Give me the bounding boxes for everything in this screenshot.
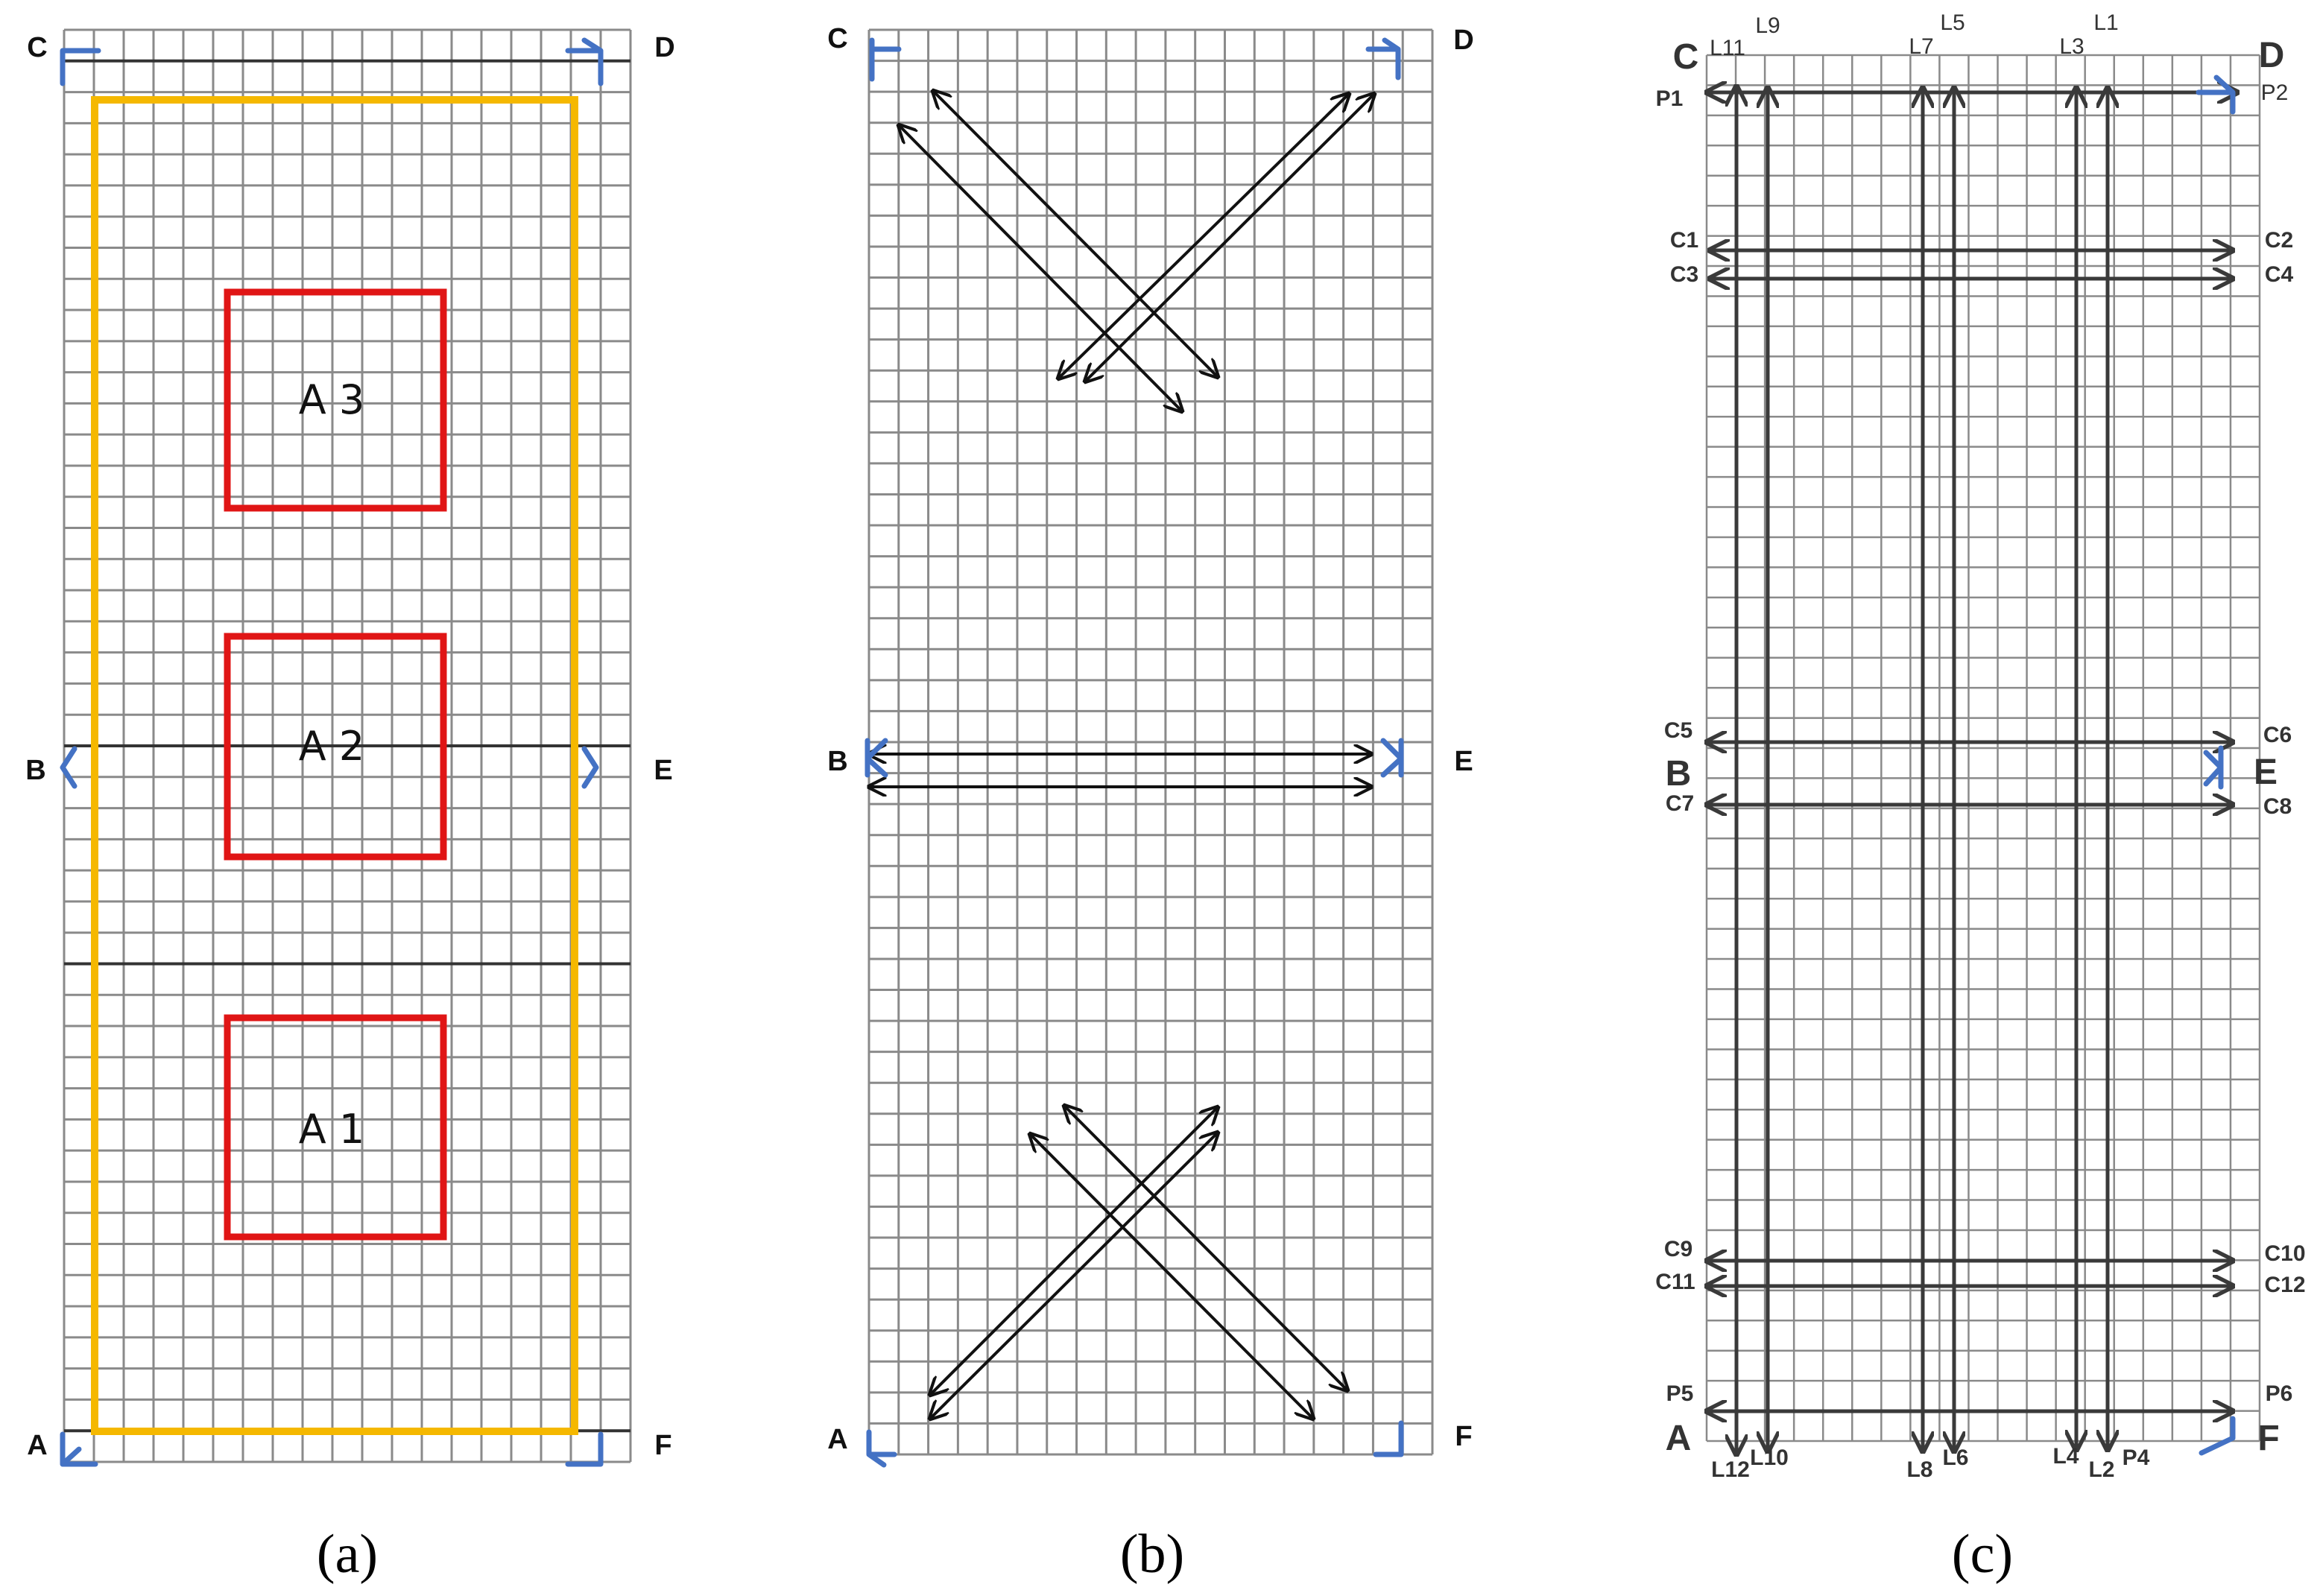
corner-e-label: E	[654, 755, 672, 786]
top-label-l3: L3	[2059, 34, 2084, 59]
corner-e-label: E	[2254, 753, 2278, 792]
right-label-c2: C2	[2265, 228, 2293, 253]
corner-b-label: B	[827, 746, 847, 777]
marker-d-icon	[2196, 75, 2236, 115]
corner-d-label: D	[1453, 25, 1473, 56]
right-label-c12: C12	[2264, 1273, 2305, 1297]
bottom-label-l10: L10	[1750, 1445, 1789, 1470]
area-a2-label: A 2	[299, 723, 364, 770]
horizontal-arrows-c	[1707, 92, 2237, 1411]
marker-d-icon	[1365, 37, 1401, 80]
arrows-mid-b	[869, 754, 1371, 787]
marker-f-icon	[1373, 1420, 1404, 1457]
arrow-bottom-4	[930, 1133, 1218, 1419]
marker-c-icon	[60, 48, 101, 86]
marker-b-icon	[60, 746, 78, 789]
right-label-p6: P6	[2266, 1381, 2293, 1406]
arrow-top-1	[933, 91, 1218, 377]
arrow-top-2	[899, 125, 1182, 411]
grid-b	[867, 28, 1434, 1456]
bottom-label-p4: P4	[2123, 1445, 2150, 1470]
arrows-top-b	[899, 91, 1374, 411]
marker-a-icon	[60, 1431, 98, 1467]
area-a1: A 1	[224, 1014, 447, 1241]
marker-d-icon	[565, 37, 604, 86]
corner-c-label: C	[1673, 37, 1699, 77]
corner-e-label: E	[1454, 746, 1473, 777]
area-a3: A 3	[224, 288, 447, 512]
bottom-label-l8: L8	[1906, 1457, 1932, 1482]
corner-c-label: C	[827, 23, 847, 54]
marker-c-icon	[869, 37, 902, 82]
marker-e-icon	[581, 746, 599, 789]
right-label-p2: P2	[2261, 80, 2289, 105]
area-a1-box	[224, 1014, 447, 1241]
left-label-c5: C5	[1664, 718, 1692, 743]
corner-d-label: D	[2259, 36, 2285, 75]
top-label-l7: L7	[1909, 34, 1933, 59]
arrow-top-4	[1085, 94, 1374, 381]
marker-f-icon	[2199, 1416, 2236, 1456]
right-label-c4: C4	[2265, 262, 2294, 287]
corner-f-label: F	[2257, 1419, 2279, 1458]
marker-b-icon	[865, 738, 888, 778]
top-label-l11: L11	[1710, 36, 1745, 60]
area-a2-box	[224, 633, 447, 861]
top-label-l1: L1	[2093, 10, 2118, 35]
right-label-c10: C10	[2264, 1241, 2305, 1266]
yellow-frame	[91, 96, 578, 1435]
corner-markers-a	[60, 37, 604, 1467]
left-label-p5: P5	[1666, 1381, 1694, 1406]
area-a3-box	[224, 288, 447, 512]
area-a1-label: A 1	[299, 1106, 364, 1153]
corner-c-label: C	[27, 32, 47, 63]
bottom-label-l12: L12	[1711, 1457, 1750, 1482]
panel-b: C D B E A F (b)	[827, 23, 1473, 1585]
left-label-c9: C9	[1664, 1237, 1692, 1261]
arrow-bottom-3	[930, 1107, 1218, 1395]
area-a3-label: A 3	[299, 376, 364, 423]
corner-a-label: A	[827, 1424, 847, 1455]
corner-f-label: F	[654, 1430, 671, 1461]
corner-b-label: B	[25, 755, 45, 786]
area-a2: A 2	[224, 633, 447, 861]
corner-a-label: A	[1666, 1419, 1692, 1458]
corner-markers-b	[865, 37, 1404, 1468]
bottom-label-l2: L2	[2088, 1457, 2114, 1482]
bottom-label-l6: L6	[1942, 1445, 1968, 1470]
marker-e-icon	[2203, 745, 2224, 790]
right-label-c8: C8	[2263, 794, 2292, 819]
right-label-c6: C6	[2263, 723, 2292, 747]
grid-a	[63, 28, 632, 1463]
left-label-c1: C1	[1670, 228, 1698, 253]
left-label-c11: C11	[1655, 1270, 1695, 1294]
left-label-c3: C3	[1670, 262, 1698, 287]
corner-markers-c	[2196, 75, 2236, 1456]
corner-d-label: D	[654, 32, 674, 63]
top-label-l9: L9	[1755, 13, 1780, 38]
marker-e-icon	[1380, 738, 1404, 778]
bottom-label-l4: L4	[2052, 1444, 2079, 1469]
caption-c: (c)	[1952, 1524, 2013, 1585]
caption-b: (b)	[1120, 1524, 1184, 1585]
caption-a: (a)	[317, 1524, 378, 1585]
corner-a-label: A	[27, 1430, 47, 1461]
left-label-c7: C7	[1666, 791, 1694, 816]
arrow-top-3	[1058, 94, 1349, 379]
arrows-bottom-b	[930, 1106, 1347, 1419]
marker-f-icon	[565, 1431, 604, 1467]
panel-a: A 3 A 2 A 1 C D B E A F (a)	[25, 28, 675, 1585]
marker-a-icon	[866, 1429, 897, 1468]
vertical-arrows-c	[1736, 86, 2108, 1454]
left-label-p1: P1	[1656, 86, 1684, 111]
corner-f-label: F	[1455, 1421, 1472, 1452]
corner-b-label: B	[1666, 754, 1692, 794]
top-label-l5: L5	[1940, 10, 1965, 35]
panel-c: C D B E A F L11 L9 L7 L5 L3 L1 L12 L10 L…	[1655, 10, 2305, 1585]
grid-c	[1705, 54, 2261, 1443]
